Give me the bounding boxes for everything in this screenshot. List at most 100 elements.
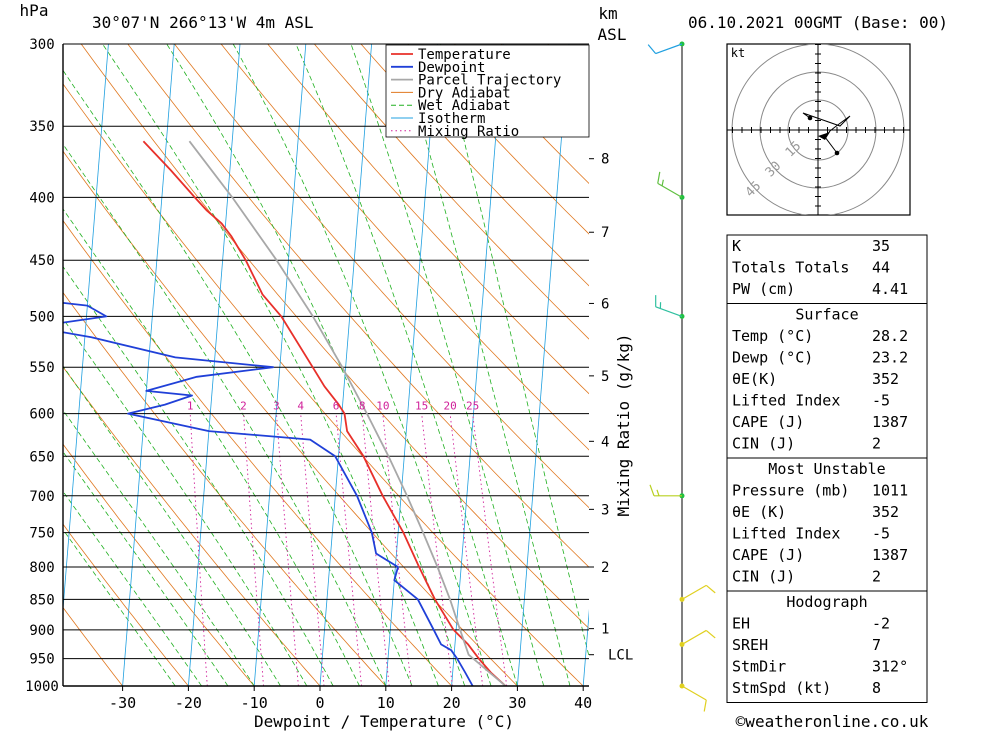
mixing-ratio-line: [421, 413, 453, 686]
index-label: StmDir: [732, 658, 786, 676]
pressure-tick-label: 650: [29, 449, 54, 465]
index-label: CAPE (J): [732, 546, 804, 564]
hodograph-indices-title: Hodograph: [786, 593, 867, 611]
dry-adiabat-line: [267, 44, 589, 395]
pressure-tick-label: 750: [29, 526, 54, 542]
isotherm-line: [451, 44, 504, 686]
isotherm-line: [253, 44, 307, 686]
index-label: Lifted Index: [732, 525, 840, 543]
height-tick-label: 3: [601, 502, 609, 518]
x-tick-label: -10: [241, 694, 268, 712]
index-value: 8: [872, 679, 881, 697]
index-value: 1387: [872, 413, 908, 431]
mixing-ratio-label: 1: [187, 400, 194, 413]
x-tick-label: 20: [443, 694, 461, 712]
wind-barb-half: [661, 179, 664, 187]
wind-barb-shaft: [655, 306, 683, 317]
axes: 3003504004505005506006507007508008509009…: [25, 37, 633, 712]
pressure-tick-label: 800: [29, 560, 54, 576]
y2-axis-title: Mixing Ratio (g/kg): [614, 333, 633, 516]
index-label: CIN (J): [732, 568, 795, 586]
index-label: Lifted Index: [732, 392, 840, 410]
pressure-tick-label: 350: [29, 119, 54, 135]
x-axis-title: Dewpoint / Temperature (°C): [254, 712, 514, 731]
wind-barb-half: [656, 489, 660, 496]
most-unstable-title: Most Unstable: [768, 460, 885, 478]
legend-label: Wet Adiabat: [418, 98, 511, 114]
surface-title: Surface: [795, 306, 858, 324]
pressure-tick-label: 550: [29, 360, 54, 376]
isotherm-line: [188, 44, 241, 686]
index-value: 352: [872, 503, 899, 521]
location-title: 30°07'N 266°13'W 4m ASL: [92, 13, 314, 32]
index-label: EH: [732, 615, 750, 633]
x-tick-label: -30: [109, 694, 136, 712]
legend-box: [385, 44, 590, 138]
wind-barb-shaft: [681, 685, 707, 701]
wet-adiabat-line: [350, 44, 545, 686]
height-tick-label: 7: [601, 225, 609, 241]
legend-label: Isotherm: [418, 111, 485, 127]
km-unit-label: km: [598, 4, 617, 23]
indices-top-box: [726, 234, 928, 304]
wet-adiabat-line: [63, 69, 413, 686]
index-value: -5: [872, 525, 890, 543]
dry-adiabat-line: [407, 44, 589, 235]
index-label: Temp (°C): [732, 327, 813, 345]
dry-adiabat-line: [220, 44, 589, 451]
x-tick-label: 10: [377, 694, 395, 712]
pressure-tick-label: 600: [29, 407, 54, 423]
credit-text: ©weatheronline.co.uk: [736, 712, 929, 731]
wind-barb-shaft: [657, 182, 683, 198]
profiles: [63, 140, 507, 686]
height-tick-label: LCL: [608, 648, 633, 664]
index-value: 1387: [872, 546, 908, 564]
index-label: SREH: [732, 636, 768, 654]
mixing-ratio-line: [335, 413, 363, 686]
wet-adiabat-line: [440, 44, 589, 658]
wind-barb-flag: [649, 484, 655, 497]
pressure-tick-label: 900: [29, 623, 54, 639]
legend-label: Temperature: [418, 47, 511, 63]
height-tick-label: 5: [601, 369, 609, 385]
surface-box: [726, 303, 928, 459]
index-value: -2: [872, 615, 890, 633]
mixing-ratio-labels: 1 2 3 4 6 8 10 15 20 25: [187, 400, 479, 413]
mixing-ratio-label: 10: [376, 400, 389, 413]
height-tick-label: 6: [601, 296, 609, 312]
dry-adiabat-line: [63, 606, 123, 686]
most-unstable-box: [726, 457, 928, 592]
x-tick-label: 30: [508, 694, 526, 712]
index-value: 312°: [872, 658, 908, 676]
height-tick-label: 1: [601, 622, 609, 638]
wind-barb-flag: [657, 171, 661, 184]
wind-barb-flag: [705, 584, 716, 594]
mixing-ratio-line: [472, 413, 508, 686]
wind-barb-shaft: [655, 43, 683, 55]
legend-label: Dry Adiabat: [418, 85, 511, 101]
x-tick-label: -20: [175, 694, 202, 712]
index-label: CIN (J): [732, 435, 795, 453]
pressure-tick-label: 300: [29, 37, 54, 53]
pressure-tick-label: 400: [29, 190, 54, 206]
wind-barb-flag: [647, 44, 657, 54]
mixing-ratio-label: 15: [415, 400, 428, 413]
index-value: -5: [872, 392, 890, 410]
index-value: 2: [872, 568, 881, 586]
wind-barb-shaft: [681, 584, 707, 600]
mixing-ratio-line: [243, 413, 264, 686]
hpa-unit-label: hPa: [20, 1, 49, 20]
index-value: 4.41: [872, 280, 908, 298]
height-tick-label: 8: [601, 152, 609, 168]
index-value: 44: [872, 259, 890, 277]
mixing-ratio-label: 3: [273, 400, 280, 413]
index-label: CAPE (J): [732, 413, 804, 431]
pressure-tick-label: 1000: [25, 679, 59, 695]
isotherm-line: [517, 44, 570, 686]
mixing-ratio-line: [449, 413, 484, 686]
isotherms: [63, 44, 589, 686]
hodograph-unit-label: kt: [731, 46, 745, 60]
